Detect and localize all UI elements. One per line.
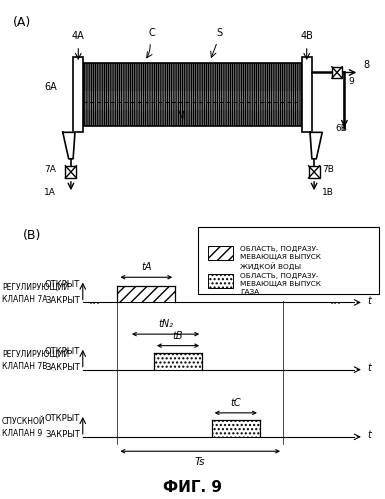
Bar: [208, 273, 233, 288]
Text: ...: ...: [329, 361, 341, 374]
Text: (A): (A): [13, 16, 32, 29]
Text: РЕГУЛИРУЮЩИЙ
КЛАПАН 7А: РЕГУЛИРУЮЩИЙ КЛАПАН 7А: [2, 282, 69, 304]
Polygon shape: [63, 132, 75, 159]
Text: СПУСКНОЙ
КЛАПАН 9: СПУСКНОЙ КЛАПАН 9: [2, 417, 45, 438]
Bar: [84, 110, 301, 126]
Bar: [73, 57, 84, 132]
Text: ОБЛАСТЬ, ПОДРАЗУ-
МЕВАЮЩАЯ ВЫПУСК
ЖИДКОЙ ВОДЫ: ОБЛАСТЬ, ПОДРАЗУ- МЕВАЮЩАЯ ВЫПУСК ЖИДКОЙ…: [240, 246, 321, 270]
Text: M: M: [177, 111, 186, 121]
Text: 1A: 1A: [44, 188, 56, 197]
Text: 9: 9: [348, 77, 354, 86]
Text: ЗАКРЫТ: ЗАКРЫТ: [45, 431, 80, 440]
Text: tB: tB: [173, 331, 183, 341]
Text: 1B: 1B: [322, 188, 334, 197]
Text: S: S: [216, 28, 222, 38]
Text: 4A: 4A: [72, 30, 85, 40]
Text: 7A: 7A: [44, 165, 56, 174]
Bar: [332, 67, 342, 78]
Text: tC: tC: [231, 398, 241, 408]
Text: РЕГУЛИРУЮЩИЙ
КЛАПАН 7В: РЕГУЛИРУЮЩИЙ КЛАПАН 7В: [2, 349, 69, 371]
Text: ОТКРЫТ: ОТКРЫТ: [44, 414, 80, 423]
Bar: [84, 63, 301, 91]
Text: tN₂: tN₂: [158, 319, 173, 329]
Text: ...: ...: [329, 293, 341, 306]
Polygon shape: [310, 132, 322, 159]
Text: ОБЛАСТЬ, ПОДРАЗУ-
МЕВАЮЩАЯ ВЫПУСК
ГАЗА: ОБЛАСТЬ, ПОДРАЗУ- МЕВАЮЩАЯ ВЫПУСК ГАЗА: [240, 273, 321, 295]
Bar: [198, 227, 379, 294]
Text: ...: ...: [89, 361, 100, 374]
Bar: [117, 285, 175, 302]
Text: 6B: 6B: [335, 124, 347, 133]
Text: t: t: [368, 363, 372, 373]
Text: C: C: [149, 28, 155, 38]
Text: ЗАКРЫТ: ЗАКРЫТ: [45, 296, 80, 305]
Text: 7B: 7B: [322, 165, 334, 174]
Text: tA: tA: [141, 262, 152, 272]
Text: 6A: 6A: [45, 82, 58, 92]
Text: Ts: Ts: [195, 457, 206, 467]
Bar: [208, 246, 233, 260]
Text: t: t: [368, 430, 372, 440]
Bar: [212, 420, 260, 437]
Text: ...: ...: [89, 293, 100, 306]
Text: ...: ...: [89, 428, 100, 441]
Text: ЗАКРЫТ: ЗАКРЫТ: [45, 363, 80, 372]
Text: ОТКРЫТ: ОТКРЫТ: [44, 280, 80, 289]
Bar: [154, 353, 202, 370]
Text: ФИГ. 9: ФИГ. 9: [163, 480, 222, 495]
Text: t: t: [368, 296, 372, 306]
Text: ...: ...: [329, 428, 341, 441]
Bar: [84, 63, 301, 126]
Bar: [65, 166, 77, 178]
Bar: [301, 57, 312, 132]
Text: (B): (B): [23, 229, 42, 242]
Bar: [308, 166, 320, 178]
Text: 4B: 4B: [300, 30, 313, 40]
Text: 8: 8: [363, 60, 369, 70]
Text: ОТКРЫТ: ОТКРЫТ: [44, 347, 80, 356]
